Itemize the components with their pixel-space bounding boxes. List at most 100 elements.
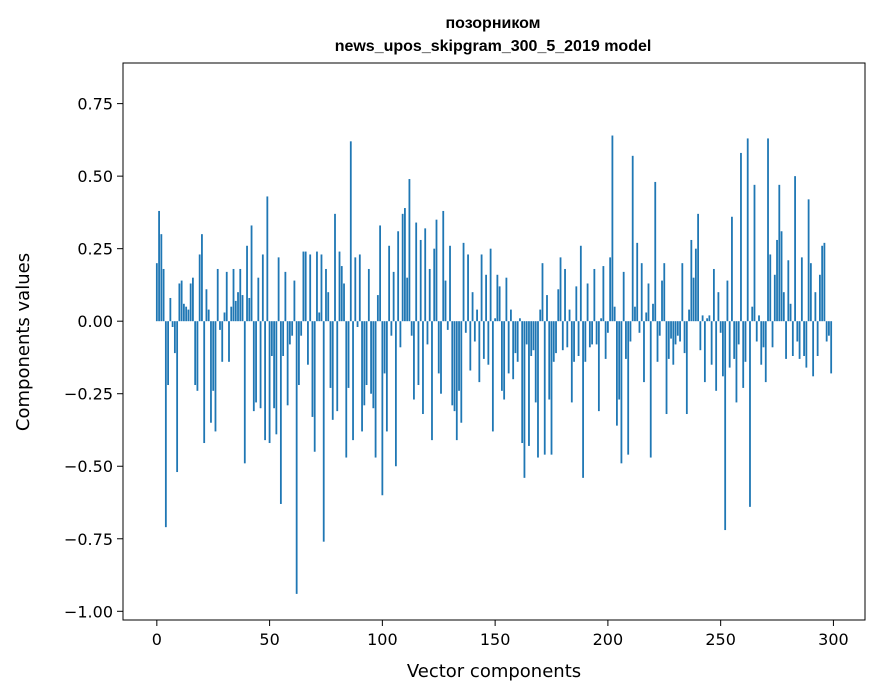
bar <box>207 309 210 322</box>
bar <box>446 321 449 330</box>
bar <box>234 300 237 322</box>
bar <box>591 321 593 345</box>
bar <box>537 321 539 458</box>
bar <box>298 321 300 386</box>
bar <box>295 321 298 594</box>
bar <box>749 321 751 507</box>
bar <box>507 321 510 374</box>
bar <box>228 321 230 362</box>
bar <box>773 274 776 322</box>
bar <box>374 321 377 458</box>
bar <box>663 263 666 322</box>
y-tick-label: −1.00 <box>64 602 113 621</box>
bar <box>270 321 273 356</box>
bar <box>785 321 787 359</box>
bar <box>435 219 438 322</box>
bar <box>221 321 224 362</box>
bar <box>182 303 185 322</box>
bar <box>510 309 512 322</box>
bar <box>561 321 564 351</box>
x-tick-label: 250 <box>705 630 736 649</box>
bar <box>828 321 830 336</box>
bar <box>476 309 478 322</box>
bar <box>162 268 165 322</box>
bar <box>178 283 181 322</box>
bar <box>823 242 826 322</box>
bar <box>158 210 160 322</box>
bar <box>674 321 677 345</box>
bar <box>570 321 573 403</box>
bar <box>652 303 654 322</box>
bar <box>753 184 756 322</box>
bar <box>606 321 609 333</box>
bar <box>629 321 632 342</box>
bar <box>577 321 580 356</box>
bar <box>194 321 197 386</box>
chart-title-model: news_upos_skipgram_300_5_2019 model <box>335 38 652 55</box>
bar <box>731 216 733 322</box>
bar <box>180 280 183 322</box>
bar <box>390 321 393 336</box>
y-axis-label: Components values <box>13 253 34 431</box>
bar <box>336 321 339 412</box>
bar <box>564 268 566 322</box>
bar <box>410 321 413 336</box>
bar <box>803 321 805 356</box>
bar <box>293 280 296 322</box>
bar <box>643 321 645 383</box>
bar <box>426 321 429 345</box>
bar <box>676 321 679 336</box>
bar <box>462 242 465 322</box>
bar <box>703 321 706 383</box>
bar <box>789 303 792 322</box>
bar <box>313 321 316 452</box>
y-tick-label: 0.50 <box>77 167 113 186</box>
bar <box>530 321 533 356</box>
bar <box>388 245 391 322</box>
bar <box>609 257 612 322</box>
bar <box>665 321 668 415</box>
bar <box>417 321 420 386</box>
bar <box>205 289 208 322</box>
bar <box>192 277 194 322</box>
bar <box>548 321 551 400</box>
bar <box>830 321 833 374</box>
bar <box>433 248 436 322</box>
bar <box>311 321 314 417</box>
bar <box>376 295 379 322</box>
bar <box>611 135 614 322</box>
bar <box>467 254 469 322</box>
bar <box>735 321 738 403</box>
bar <box>291 321 294 336</box>
bar <box>307 321 309 365</box>
bar <box>320 254 323 322</box>
bar <box>442 210 445 322</box>
bar <box>212 321 215 391</box>
bar <box>546 295 548 322</box>
bar <box>431 321 433 441</box>
bar <box>248 297 251 322</box>
bar <box>241 295 244 322</box>
bar <box>543 321 546 455</box>
bar <box>631 155 634 322</box>
bar <box>812 321 815 377</box>
bar <box>776 239 778 322</box>
bar <box>525 321 528 345</box>
chart-title-word: позорником <box>445 15 540 32</box>
bar <box>334 213 336 322</box>
bar <box>758 315 760 322</box>
bar <box>309 254 312 322</box>
bar <box>243 321 246 464</box>
bar <box>406 277 409 322</box>
bar <box>349 141 352 322</box>
bar <box>257 277 260 322</box>
bar <box>331 321 334 420</box>
bar <box>694 248 697 322</box>
bar <box>322 321 325 542</box>
bar <box>286 321 289 406</box>
bar <box>401 213 404 322</box>
bar <box>780 231 783 322</box>
bar <box>719 321 722 333</box>
bar <box>230 306 233 322</box>
